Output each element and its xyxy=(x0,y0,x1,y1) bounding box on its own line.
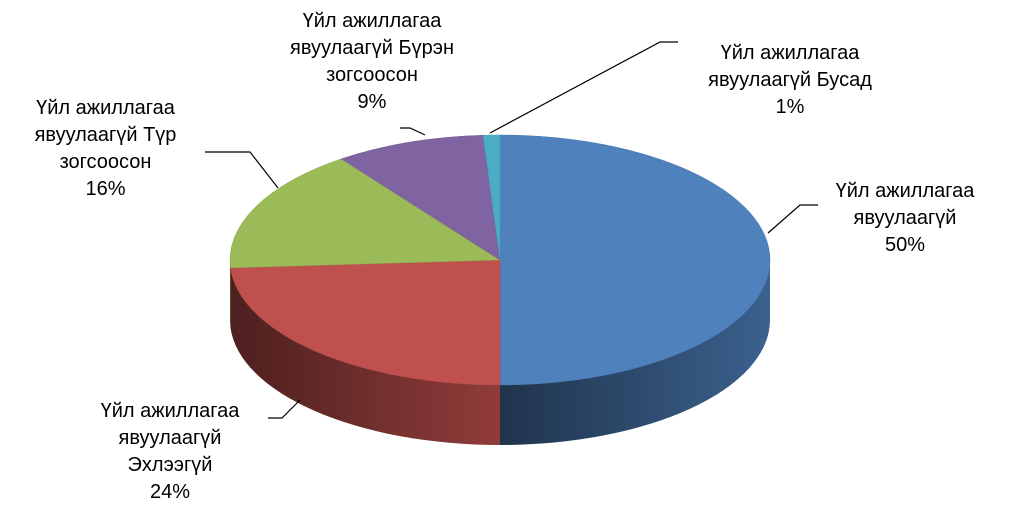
slice xyxy=(340,134,501,261)
slice-label: Үйл ажиллагаа явуулаагүй Бусад 1% xyxy=(675,40,905,121)
leader-line xyxy=(767,204,818,234)
slice xyxy=(230,259,501,386)
leader-lines xyxy=(205,41,818,419)
category-label: Үйл ажиллагаа явуулаагүй Бусад xyxy=(708,42,872,91)
value-label: 50% xyxy=(884,234,926,256)
slice-label: Үйл ажиллагаа явуулаагүй 50% xyxy=(820,178,990,259)
value-label: 9% xyxy=(357,91,387,113)
leader-line xyxy=(268,399,301,419)
leader-line xyxy=(205,151,279,189)
slice xyxy=(229,158,501,269)
slice-label: Үйл ажиллагаа явуулаагүй Түр зогсоосон 16… xyxy=(8,95,203,203)
slice-side xyxy=(230,260,231,328)
slice-side xyxy=(500,260,770,445)
slice-label: Үйл ажиллагаа явуулаагүй Эхлээгүй 24% xyxy=(90,398,250,506)
value-label: 24% xyxy=(149,481,191,503)
slice-label: Үйл ажиллагаа явуулаагүй Бүрэн зогсоосон… xyxy=(262,8,482,116)
slice-side xyxy=(230,267,500,445)
slice xyxy=(499,134,771,386)
category-label: Үйл ажиллагаа явуулаагүй Түр зогсоосон xyxy=(34,97,177,173)
slice xyxy=(482,134,501,261)
value-label: 1% xyxy=(775,96,805,118)
leader-line xyxy=(400,127,426,136)
value-label: 16% xyxy=(85,178,126,200)
category-label: Үйл ажиллагаа явуулаагүй xyxy=(835,180,975,229)
leader-line xyxy=(489,41,678,134)
category-label: Үйл ажиллагаа явуулаагүй Бүрэн зогсоосон xyxy=(289,10,454,86)
category-label: Үйл ажиллагаа явуулаагүй Эхлээгүй xyxy=(100,400,240,476)
